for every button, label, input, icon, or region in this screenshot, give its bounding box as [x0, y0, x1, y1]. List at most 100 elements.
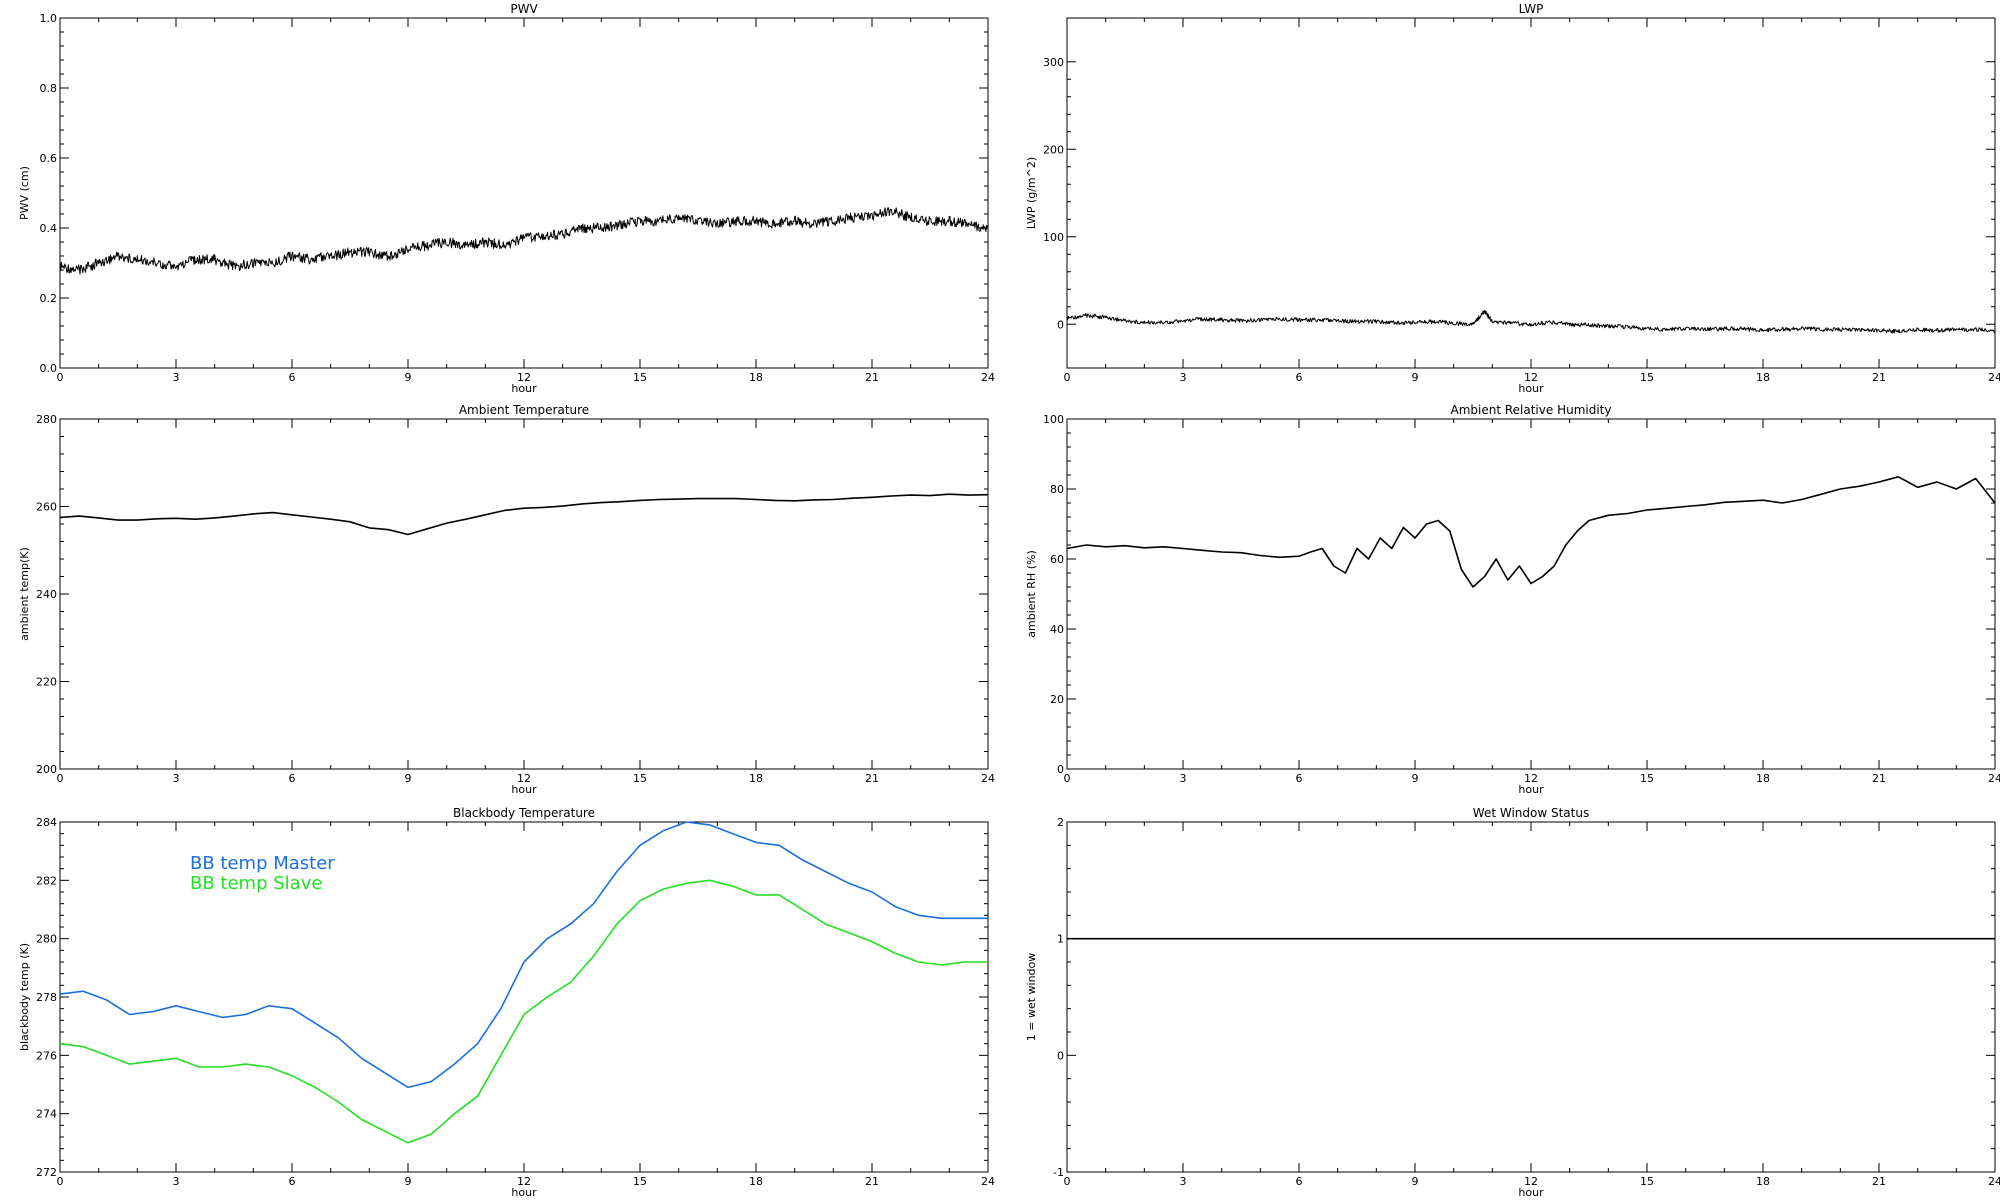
plot-title: Ambient Relative Humidity [1451, 403, 1612, 417]
y-tick-label: 40 [1050, 623, 1064, 636]
x-tick-label: 18 [1756, 1175, 1770, 1188]
plot-frame [1066, 821, 1996, 1173]
x-tick-label: 18 [749, 772, 763, 785]
x-tick-label: 3 [173, 772, 180, 785]
plot-title: Blackbody Temperature [453, 806, 595, 820]
y-tick-label: 20 [1050, 693, 1064, 706]
panel-ambient-rh: Ambient Relative Humidity 0 3 6 9 12 15 18 21 24 h… [1025, 403, 2000, 796]
plot-frame [59, 418, 989, 770]
plot-frame [1066, 418, 1996, 770]
y-axis-title: blackbody temp (K) [18, 943, 31, 1051]
series-line-lwp [1066, 309, 1996, 334]
x-tick-label: 0 [57, 1175, 64, 1188]
x-tick-label: 18 [749, 371, 763, 384]
x-tick-label: 0 [57, 772, 64, 785]
x-tick-label: 21 [865, 772, 879, 785]
x-tick-label: 24 [1988, 772, 2000, 785]
x-tick-label: 0 [57, 371, 64, 384]
legend-entry: BB temp Slave [190, 873, 322, 894]
x-tick-label: 24 [1988, 1175, 2000, 1188]
x-tick-label: 3 [1180, 1175, 1187, 1188]
x-tick-label: 21 [1872, 371, 1886, 384]
x-tick-label: 21 [865, 371, 879, 384]
plot-frame [1066, 17, 1996, 369]
x-tick-label: 3 [1180, 371, 1187, 384]
y-tick-label: 240 [36, 588, 57, 601]
x-tick-label: 18 [749, 1175, 763, 1188]
plot-title: Wet Window Status [1473, 806, 1589, 820]
y-tick-label: 0.4 [40, 222, 58, 235]
panel-pwv: PWV 0 3 6 9 12 15 18 21 24 hour 0.0 0.2 0.4 0.6 0.8 1.0 P… [18, 2, 995, 395]
y-tick-label: 200 [36, 763, 57, 776]
x-tick-label: 15 [1640, 371, 1654, 384]
panel-bb-temp: Blackbody Temperature 0 3 6 9 12 15 18 21 24 hour 2… [18, 806, 995, 1199]
x-tick-label: 3 [173, 371, 180, 384]
x-tick-label: 9 [1412, 772, 1419, 785]
x-axis-title: hour [1518, 1186, 1544, 1199]
y-tick-label: 80 [1050, 483, 1064, 496]
series-line-bb-temp-slave [59, 879, 988, 1144]
x-tick-label: 3 [1180, 772, 1187, 785]
x-tick-label: 12 [517, 1175, 531, 1188]
x-tick-label: 9 [405, 1175, 412, 1188]
y-tick-label: -1 [1053, 1166, 1064, 1179]
x-tick-label: 9 [1412, 371, 1419, 384]
x-tick-label: 6 [1296, 772, 1303, 785]
series-line-ambient-rh [1066, 475, 1996, 588]
y-tick-label: 100 [1043, 413, 1064, 426]
y-tick-label: 2 [1057, 816, 1064, 829]
x-tick-label: 6 [1296, 1175, 1303, 1188]
y-tick-label: 0 [1057, 318, 1064, 331]
y-tick-label: 0.2 [40, 292, 58, 305]
y-axis-title: LWP (g/m^2) [1025, 157, 1038, 229]
x-tick-label: 24 [981, 371, 995, 384]
x-tick-label: 15 [1640, 772, 1654, 785]
x-tick-label: 9 [405, 371, 412, 384]
x-axis-title: hour [511, 1186, 537, 1199]
x-tick-label: 0 [1064, 772, 1071, 785]
y-tick-label: 280 [36, 933, 57, 946]
x-tick-label: 0 [1064, 1175, 1071, 1188]
x-tick-label: 15 [633, 371, 647, 384]
x-tick-label: 0 [1064, 371, 1071, 384]
plot-title: Ambient Temperature [459, 403, 589, 417]
y-tick-label: 280 [36, 413, 57, 426]
x-tick-label: 24 [1988, 371, 2000, 384]
plot-title: PWV [510, 2, 538, 16]
plot-frame [59, 17, 989, 369]
y-tick-label: 1.0 [40, 12, 58, 25]
series-line-pwv [59, 207, 989, 275]
y-axis-title: PWV (cm) [18, 166, 31, 220]
x-tick-label: 3 [173, 1175, 180, 1188]
y-tick-label: 0.8 [40, 82, 58, 95]
y-tick-label: 272 [36, 1166, 57, 1179]
y-axis-title: 1 = wet window [1025, 953, 1038, 1042]
y-tick-label: 300 [1043, 56, 1064, 69]
x-tick-label: 21 [1872, 1175, 1886, 1188]
x-tick-label: 12 [517, 371, 531, 384]
y-axis-title: ambient temp(K) [18, 547, 31, 641]
x-tick-label: 15 [633, 1175, 647, 1188]
x-tick-label: 12 [517, 772, 531, 785]
x-axis-title: hour [1518, 783, 1544, 796]
y-tick-label: 200 [1043, 143, 1064, 156]
y-tick-label: 0 [1057, 1049, 1064, 1062]
x-tick-label: 12 [1524, 1175, 1538, 1188]
y-tick-label: 278 [36, 991, 57, 1004]
x-axis-title: hour [1518, 382, 1544, 395]
x-tick-label: 9 [1412, 1175, 1419, 1188]
y-tick-label: 260 [36, 501, 57, 514]
x-tick-label: 15 [1640, 1175, 1654, 1188]
y-tick-label: 0.0 [40, 362, 58, 375]
y-tick-label: 1 [1057, 933, 1064, 946]
x-tick-label: 6 [1296, 371, 1303, 384]
y-tick-label: 282 [36, 874, 57, 887]
series-line-ambient-temp [59, 493, 989, 536]
legend-entry: BB temp Master [190, 853, 335, 874]
x-tick-label: 12 [1524, 772, 1538, 785]
x-tick-label: 6 [289, 772, 296, 785]
x-tick-label: 9 [405, 772, 412, 785]
panel-ambient-temp: Ambient Temperature 0 3 6 9 12 15 18 21 24 hour 200… [18, 403, 995, 796]
